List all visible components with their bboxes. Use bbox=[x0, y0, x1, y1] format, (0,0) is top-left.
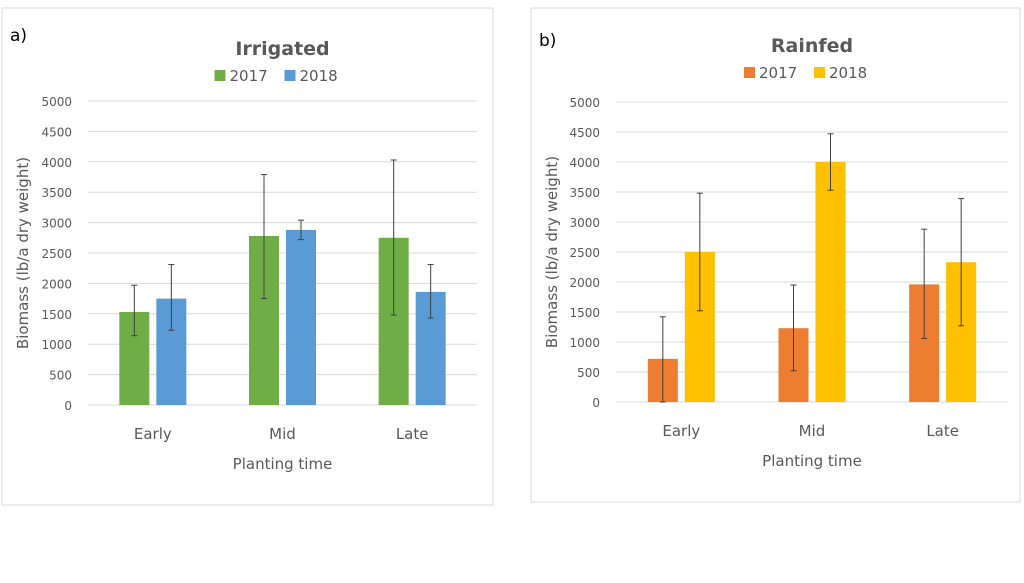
x-axis-label: Planting time bbox=[762, 452, 862, 470]
error-bar bbox=[298, 219, 304, 241]
x-tick-label: Early bbox=[134, 425, 172, 443]
error-bar bbox=[261, 174, 267, 300]
legend-swatch bbox=[284, 70, 296, 81]
y-tick-label: 5000 bbox=[41, 95, 72, 109]
error-bar bbox=[659, 316, 666, 403]
error-bar bbox=[921, 228, 928, 339]
y-tick-label: 1000 bbox=[41, 338, 72, 352]
panel-frame bbox=[1, 7, 494, 506]
error-bar bbox=[958, 198, 965, 327]
chart-title: Rainfed bbox=[771, 35, 853, 57]
y-tick-label: 1000 bbox=[569, 336, 600, 350]
panel-label: a) bbox=[10, 26, 27, 46]
legend-swatch bbox=[214, 70, 226, 81]
legend-swatch bbox=[814, 67, 825, 78]
panel-label: b) bbox=[539, 31, 556, 51]
error-bar bbox=[390, 159, 397, 316]
y-tick-label: 3000 bbox=[569, 216, 600, 230]
error-bar bbox=[168, 264, 175, 331]
x-tick-label: Late bbox=[926, 422, 959, 440]
y-tick-label: 4000 bbox=[41, 156, 72, 170]
error-bar bbox=[131, 284, 138, 337]
y-tick-label: 2000 bbox=[569, 276, 600, 290]
panel-frame bbox=[530, 7, 1021, 503]
y-tick-label: 0 bbox=[592, 396, 600, 410]
x-axis-label: Planting time bbox=[233, 455, 333, 473]
y-tick-label: 2000 bbox=[41, 277, 72, 291]
y-axis-label: Biomass (lb/a dry weight) bbox=[543, 156, 561, 348]
y-tick-label: 500 bbox=[49, 369, 72, 383]
legend-label: 2017 bbox=[759, 64, 797, 82]
y-tick-label: 2500 bbox=[569, 246, 600, 260]
legend-label: 2017 bbox=[230, 67, 268, 85]
chart-panel-rainfed: b) Rainfed 2017 2018 0 500 1000 1500 2000 2500 300… bbox=[530, 7, 1021, 503]
y-tick-label: 500 bbox=[577, 366, 600, 380]
x-tick-label: Mid bbox=[269, 425, 296, 443]
y-tick-label: 5000 bbox=[569, 96, 600, 110]
legend-label: 2018 bbox=[829, 64, 867, 82]
bar-2018-mid bbox=[815, 162, 846, 402]
legend-label: 2018 bbox=[300, 67, 338, 85]
y-tick-label: 3500 bbox=[569, 186, 600, 200]
y-tick-label: 3000 bbox=[41, 217, 72, 231]
chart-panel-irrigated: a) Irrigated 2017 2018 0 500 1000 1500 2000 2500 3… bbox=[1, 7, 494, 506]
y-axis-label: Biomass (lb/a dry weight) bbox=[14, 157, 32, 349]
y-tick-label: 1500 bbox=[41, 308, 72, 322]
error-bar bbox=[827, 133, 834, 191]
y-tick-label: 3500 bbox=[41, 186, 72, 200]
legend-swatch bbox=[744, 67, 755, 78]
x-tick-label: Early bbox=[662, 422, 700, 440]
x-tick-label: Late bbox=[396, 425, 429, 443]
y-tick-label: 1500 bbox=[569, 306, 600, 320]
y-tick-label: 4500 bbox=[569, 126, 600, 140]
y-tick-label: 2500 bbox=[41, 247, 72, 261]
error-bar bbox=[696, 192, 703, 312]
error-bar bbox=[427, 264, 434, 319]
error-bar bbox=[790, 284, 797, 372]
bar-2018-mid bbox=[286, 229, 316, 405]
y-tick-label: 0 bbox=[64, 399, 72, 413]
y-tick-label: 4000 bbox=[569, 156, 600, 170]
y-tick-label: 4500 bbox=[41, 125, 72, 139]
chart-title: Irrigated bbox=[235, 38, 329, 60]
x-tick-label: Mid bbox=[799, 422, 826, 440]
